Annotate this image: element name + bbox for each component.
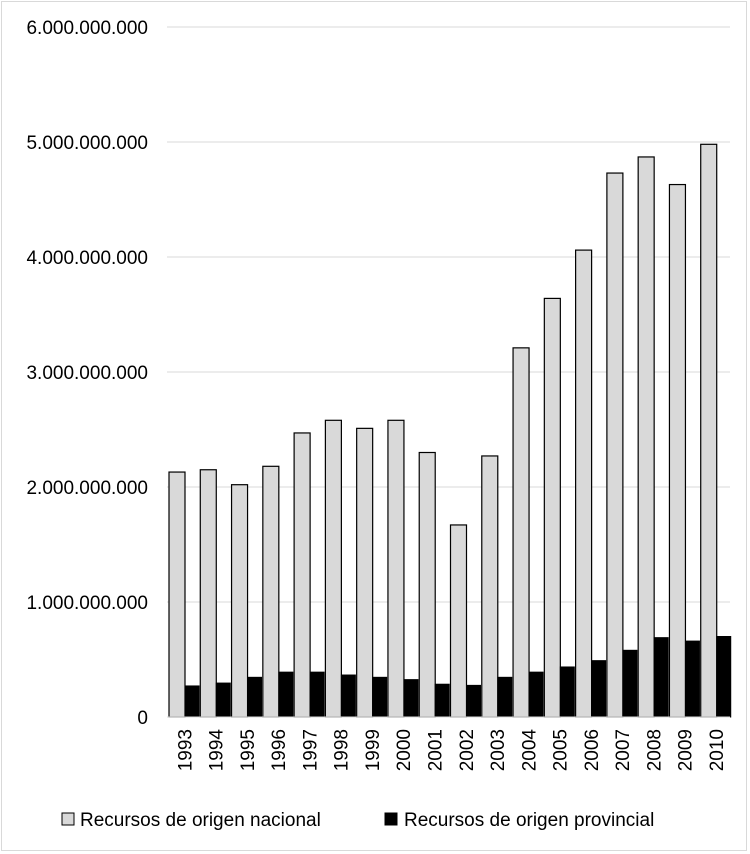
x-axis-ticks: 1993 1994 1995 1996 1997 1998 1999 2000 2001 2002… xyxy=(175,729,728,772)
bar-nacional xyxy=(387,419,405,718)
bar-provincial xyxy=(497,676,513,718)
x-tick-label: 1993 xyxy=(175,729,196,771)
x-tick-label: 2010 xyxy=(707,729,728,771)
bar-nacional xyxy=(481,455,499,718)
x-tick-label: 2007 xyxy=(613,729,634,771)
legend-label-nacional: Recursos de origen nacional xyxy=(80,810,321,831)
bar-nacional xyxy=(356,427,374,718)
bar-nacional xyxy=(418,451,436,718)
x-tick-label: 2002 xyxy=(457,729,478,771)
bar-provincial xyxy=(466,684,481,718)
bars xyxy=(168,143,732,718)
gridlines xyxy=(167,26,730,603)
bar-nacional xyxy=(230,484,249,718)
bar-provincial xyxy=(684,640,700,718)
x-tick-label: 1996 xyxy=(269,729,290,771)
y-tick-label: 5.000.000.000 xyxy=(26,133,148,154)
bar-nacional xyxy=(199,469,217,718)
bar-nacional xyxy=(637,156,655,718)
y-tick-label: 2.000.000.000 xyxy=(26,478,148,499)
bar-provincial xyxy=(340,674,356,718)
bar-nacional xyxy=(575,249,593,718)
x-tick-label: 2000 xyxy=(394,729,415,771)
y-tick-label: 6.000.000.000 xyxy=(26,18,148,39)
y-tick-label: 1.000.000.000 xyxy=(26,593,148,614)
x-tick-label: 1995 xyxy=(238,729,259,771)
bar-provincial xyxy=(403,679,419,718)
y-tick-label: 0 xyxy=(137,708,148,729)
bar-nacional xyxy=(606,172,624,718)
bar-nacional xyxy=(668,183,687,718)
x-tick-label: 1998 xyxy=(332,729,353,771)
bar-nacional xyxy=(168,471,186,718)
x-tick-label: 2005 xyxy=(551,729,572,771)
bar-provincial xyxy=(247,676,263,718)
bar-provincial xyxy=(559,666,575,718)
legend-swatch-provincial xyxy=(384,812,398,826)
bar-nacional xyxy=(543,297,561,718)
bar-nacional xyxy=(700,143,718,718)
x-tick-label: 2009 xyxy=(676,729,697,771)
bar-provincial xyxy=(716,636,732,718)
bar-provincial xyxy=(591,660,607,718)
y-axis-ticks: 0 1.000.000.000 2.000.000.000 3.000.000.000… xyxy=(26,18,148,729)
x-tick-label: 1997 xyxy=(300,729,321,771)
bar-provincial xyxy=(434,683,450,718)
x-tick-label: 2001 xyxy=(426,729,447,771)
x-tick-label: 1994 xyxy=(207,729,228,772)
legend-label-provincial: Recursos de origen provincial xyxy=(404,810,654,831)
x-tick-label: 2004 xyxy=(519,729,540,772)
bar-provincial xyxy=(372,676,388,718)
bar-provincial xyxy=(309,671,325,718)
bar-provincial xyxy=(184,685,200,718)
bar-provincial xyxy=(278,671,294,718)
x-tick-label: 2008 xyxy=(644,729,665,771)
bar-provincial xyxy=(528,671,544,718)
bar-provincial xyxy=(622,649,638,718)
x-tick-label: 2003 xyxy=(488,729,509,771)
bar-nacional xyxy=(324,419,342,718)
x-tick-label: 1999 xyxy=(363,729,384,771)
bar-nacional xyxy=(293,432,311,718)
legend: Recursos de origen nacional Recursos de o… xyxy=(61,810,654,831)
bar-nacional xyxy=(449,524,468,718)
y-tick-label: 3.000.000.000 xyxy=(26,363,148,384)
bar-nacional xyxy=(512,347,530,718)
y-tick-label: 4.000.000.000 xyxy=(26,248,148,269)
bar-nacional xyxy=(262,465,280,718)
bar-provincial xyxy=(215,682,231,718)
bar-provincial xyxy=(653,637,669,718)
x-tick-label: 2006 xyxy=(582,729,603,771)
legend-swatch-nacional xyxy=(61,812,75,826)
